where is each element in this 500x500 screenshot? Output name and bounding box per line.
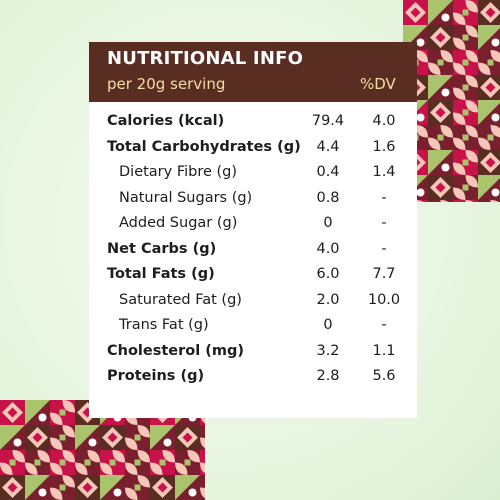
nutrition-table: Calories (kcal) 79.4 4.0 Total Carbohydrate… xyxy=(89,111,417,392)
nutrient-row: Trans Fat (g) 0 - xyxy=(89,315,417,341)
nutrition-title: NUTRITIONAL INFO xyxy=(107,48,304,69)
nutrient-dv: 1.4 xyxy=(372,164,396,180)
nutrient-label: Dietary Fibre (g) xyxy=(119,164,238,180)
nutrient-row: Natural Sugars (g) 0.8 - xyxy=(89,188,417,214)
nutrient-row: Calories (kcal) 79.4 4.0 xyxy=(89,111,417,137)
nutrition-card: NUTRITIONAL INFO per 20g serving %DV Cal… xyxy=(89,42,417,418)
nutrient-row: Net Carbs (g) 4.0 - xyxy=(89,239,417,265)
nutrient-value: 79.4 xyxy=(311,113,345,129)
nutrient-label: Calories (kcal) xyxy=(107,113,225,129)
dv-column-header: %DV xyxy=(360,75,396,93)
decorative-pattern-top xyxy=(403,0,500,202)
nutrient-label: Trans Fat (g) xyxy=(119,317,209,333)
nutrient-dv: 7.7 xyxy=(372,266,396,282)
nutrient-dv: 10.0 xyxy=(367,291,401,308)
nutrient-value: 4.4 xyxy=(316,138,340,155)
nutrient-dv: - xyxy=(381,189,387,206)
nutrient-label: Total Fats (g) xyxy=(107,266,215,282)
nutrient-dv: - xyxy=(381,215,387,231)
nutrient-label: Proteins (g) xyxy=(107,368,205,384)
nutrient-dv: 4.0 xyxy=(372,113,396,129)
nutrient-label: Natural Sugars (g) xyxy=(119,189,253,206)
serving-size: per 20g serving xyxy=(107,75,226,93)
nutrient-row: Saturated Fat (g) 2.0 10.0 xyxy=(89,290,417,316)
nutrient-label: Added Sugar (g) xyxy=(119,215,238,231)
nutrient-label: Total Carbohydrates (g) xyxy=(107,138,301,155)
nutrient-dv: 1.1 xyxy=(372,342,396,359)
nutrient-dv: 1.6 xyxy=(372,138,396,155)
nutrient-value: 0.4 xyxy=(316,164,340,180)
nutrient-value: 2.0 xyxy=(316,291,340,308)
nutrient-value: 0 xyxy=(323,317,333,333)
nutrient-value: 0.8 xyxy=(316,189,340,206)
nutrient-row: Total Fats (g) 6.0 7.7 xyxy=(89,264,417,290)
nutrient-dv: - xyxy=(381,240,387,257)
nutrient-dv: - xyxy=(381,317,387,333)
nutrient-row: Cholesterol (mg) 3.2 1.1 xyxy=(89,341,417,367)
nutrient-value: 0 xyxy=(323,215,333,231)
nutrient-value: 3.2 xyxy=(316,342,340,359)
nutrient-label: Saturated Fat (g) xyxy=(119,291,242,308)
nutrient-label: Net Carbs (g) xyxy=(107,240,217,257)
nutrient-row: Total Carbohydrates (g) 4.4 1.6 xyxy=(89,137,417,163)
nutrient-label: Cholesterol (mg) xyxy=(107,342,244,359)
nutrient-row: Dietary Fibre (g) 0.4 1.4 xyxy=(89,162,417,188)
nutrient-dv: 5.6 xyxy=(372,368,396,384)
nutrient-value: 6.0 xyxy=(316,266,340,282)
nutrient-value: 4.0 xyxy=(316,240,340,257)
nutrition-header: NUTRITIONAL INFO per 20g serving %DV xyxy=(89,42,417,102)
nutrient-row: Proteins (g) 2.8 5.6 xyxy=(89,366,417,392)
nutrient-row: Added Sugar (g) 0 - xyxy=(89,213,417,239)
nutrient-value: 2.8 xyxy=(316,368,340,384)
